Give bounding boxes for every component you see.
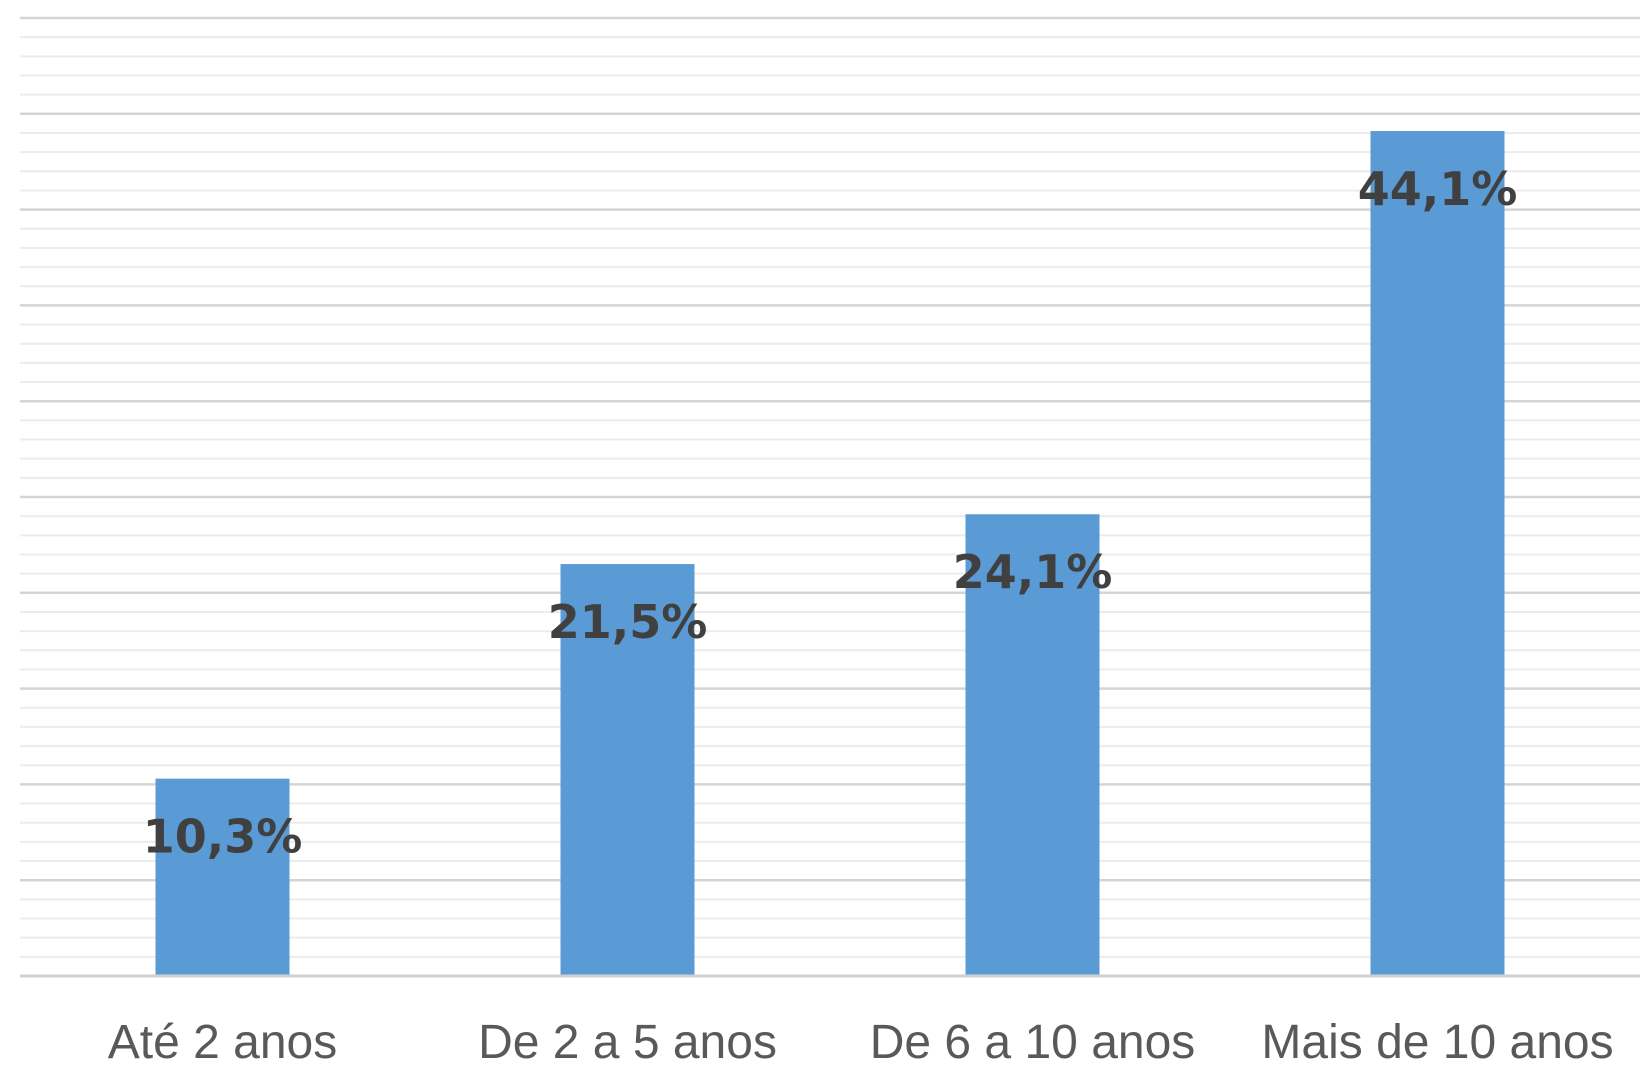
data-labels: 10,3% 21,5% 24,1% 44,1% (143, 162, 1518, 864)
data-label-1: 10,3% (143, 810, 303, 864)
x-tick-labels: Até 2 anos De 2 a 5 anos De 6 a 10 anos Mai… (108, 1016, 1614, 1069)
data-label-2: 21,5% (548, 595, 708, 649)
bar-2 (560, 564, 695, 976)
x-tick-label-1: Até 2 anos (108, 1016, 338, 1069)
bar-3 (965, 514, 1100, 976)
bar-1 (155, 778, 290, 976)
data-label-3: 24,1% (953, 545, 1113, 599)
x-tick-label-4: Mais de 10 anos (1261, 1016, 1613, 1069)
x-tick-label-2: De 2 a 5 anos (478, 1016, 777, 1069)
gridlines (20, 16, 1640, 958)
x-tick-label-3: De 6 a 10 anos (870, 1016, 1196, 1069)
bar-4 (1370, 131, 1505, 976)
data-label-4: 44,1% (1358, 162, 1518, 216)
bars (155, 131, 1505, 976)
